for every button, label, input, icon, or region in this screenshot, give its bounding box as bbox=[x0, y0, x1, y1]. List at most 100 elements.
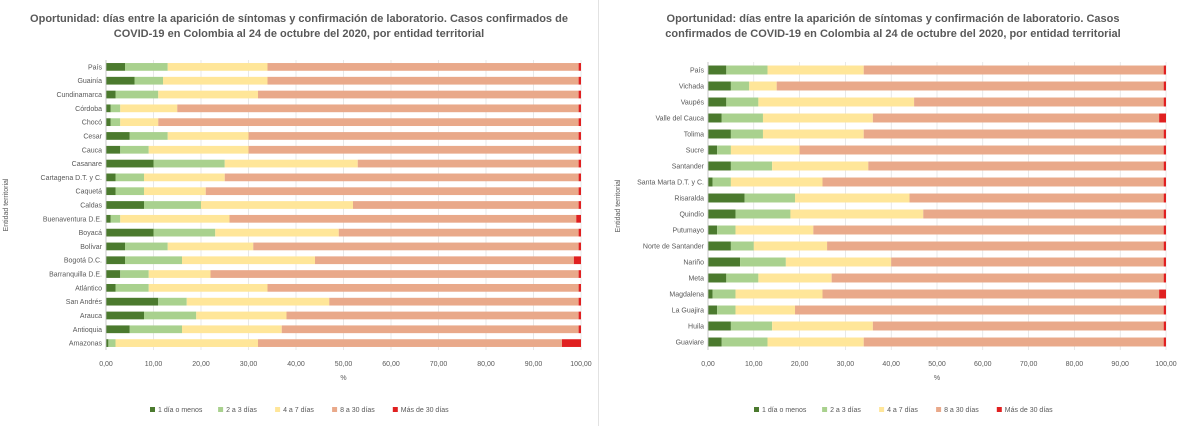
category-label: Caldas bbox=[80, 203, 102, 210]
bar-segment bbox=[776, 81, 1164, 91]
category-label: Buenaventura D.E. bbox=[43, 216, 102, 223]
bar-segment bbox=[1163, 193, 1166, 203]
category-label: Tolima bbox=[684, 132, 704, 139]
y-axis-title: Entidad territorial bbox=[615, 179, 622, 232]
bar-segment bbox=[1163, 273, 1166, 283]
bar-segment bbox=[578, 242, 581, 251]
bar-segment bbox=[148, 145, 249, 154]
x-tick-label: 90,00 bbox=[1111, 361, 1129, 368]
x-tick-label: 0,00 bbox=[701, 361, 715, 368]
bar-segment bbox=[106, 159, 154, 168]
bar-segment bbox=[115, 339, 258, 347]
bar-segment bbox=[909, 193, 1164, 203]
bar-segment bbox=[1163, 177, 1166, 187]
bar-segment bbox=[790, 209, 924, 219]
bar-segment bbox=[281, 325, 579, 334]
chart-panel-left: Oportunidad: días entre la aparición de … bbox=[3, 0, 599, 426]
legend-item: 4 a 7 días bbox=[275, 407, 314, 414]
y-axis-title: Entidad territorial bbox=[3, 178, 10, 231]
bar-segment bbox=[578, 311, 581, 320]
bar-segment bbox=[106, 76, 135, 85]
bar-segment bbox=[106, 242, 125, 251]
bar-segment bbox=[578, 173, 581, 182]
bar-segment bbox=[224, 159, 358, 168]
bar-segment bbox=[215, 228, 339, 237]
legend-label: 4 a 7 días bbox=[283, 407, 314, 414]
bar-segment bbox=[822, 289, 1160, 299]
bar-segment bbox=[717, 145, 731, 155]
bar-segment bbox=[144, 173, 225, 182]
bar-segment bbox=[578, 283, 581, 292]
bar-segment bbox=[708, 289, 713, 299]
bar-segment bbox=[822, 177, 1164, 187]
legend-swatch bbox=[879, 407, 885, 412]
bar-segment bbox=[753, 241, 828, 251]
bar-segment bbox=[267, 76, 579, 85]
x-tick-label: 50,00 bbox=[928, 361, 946, 368]
bar-segment bbox=[708, 193, 745, 203]
bar-segment bbox=[106, 270, 121, 278]
bar-segment bbox=[872, 321, 1164, 331]
bar-segment bbox=[578, 132, 581, 140]
bar-segment bbox=[153, 228, 216, 237]
bar-segment bbox=[1163, 225, 1166, 235]
bar-segment bbox=[799, 145, 1164, 155]
legend-label: 1 día o menos bbox=[762, 407, 807, 414]
bar-segment bbox=[158, 90, 258, 99]
bar-segment bbox=[708, 241, 731, 251]
legend-label: Más de 30 días bbox=[1005, 407, 1053, 414]
legend-item: 2 a 3 días bbox=[822, 407, 861, 414]
bar-segment bbox=[115, 283, 149, 292]
category-label: Caquetá bbox=[76, 189, 103, 196]
category-label: Meta bbox=[688, 276, 704, 283]
legend-swatch bbox=[996, 407, 1002, 412]
category-label: Guainía bbox=[77, 78, 102, 85]
bar-segment bbox=[708, 65, 727, 75]
bar-segment bbox=[110, 104, 121, 113]
x-tick-label: 100,00 bbox=[1155, 361, 1177, 368]
legend-item: Más de 30 días bbox=[996, 407, 1053, 414]
bar-segment bbox=[201, 201, 353, 209]
bar-segment bbox=[785, 257, 892, 267]
bar-segment bbox=[106, 132, 130, 140]
bar-segment bbox=[795, 305, 1164, 315]
bar-segment bbox=[110, 214, 121, 223]
bar-segment bbox=[708, 177, 713, 187]
bar-segment bbox=[267, 283, 579, 292]
bar-segment bbox=[758, 97, 915, 107]
category-label: Magdalena bbox=[669, 292, 704, 299]
category-label: Sucre bbox=[686, 148, 704, 155]
category-label: La Guajira bbox=[672, 308, 704, 315]
bar-segment bbox=[106, 173, 116, 182]
bar-segment bbox=[578, 63, 581, 71]
bar-segment bbox=[762, 113, 873, 123]
x-tick-label: 30,00 bbox=[240, 361, 258, 368]
bar-segment bbox=[167, 132, 249, 140]
bar-segment bbox=[106, 118, 111, 127]
bar-segment bbox=[163, 76, 268, 85]
bar-segment bbox=[258, 90, 579, 99]
bar-segment bbox=[134, 76, 163, 85]
bar-segment bbox=[758, 273, 832, 283]
legend-swatch bbox=[754, 407, 759, 412]
chart-title: Oportunidad: días entre la aparición de … bbox=[30, 13, 568, 40]
category-label: Huila bbox=[688, 324, 704, 331]
legend-label: 2 a 3 días bbox=[226, 407, 257, 414]
bar-segment bbox=[106, 104, 111, 113]
bar-segment bbox=[730, 161, 773, 171]
chart-svg-left: 0,00 10,00 20,00 30,00 40,00 50,00 60,00 70,00 8… bbox=[3, 60, 592, 414]
bar-segment bbox=[115, 90, 159, 99]
bar-segment bbox=[1163, 145, 1166, 155]
bar-segment bbox=[182, 325, 282, 334]
category-label: País bbox=[690, 68, 705, 75]
x-tick-label: 10,00 bbox=[745, 361, 763, 368]
category-label: Cundinamarca bbox=[56, 92, 102, 99]
bar-segment bbox=[106, 256, 125, 265]
category-label: Guaviare bbox=[676, 340, 705, 347]
bar-segment bbox=[158, 118, 579, 127]
bar-segment bbox=[730, 81, 750, 91]
category-label: Norte de Santander bbox=[643, 244, 705, 251]
bar-segment bbox=[578, 118, 581, 127]
legend-item: 4 a 7 días bbox=[879, 407, 918, 414]
bar-segment bbox=[144, 187, 206, 196]
